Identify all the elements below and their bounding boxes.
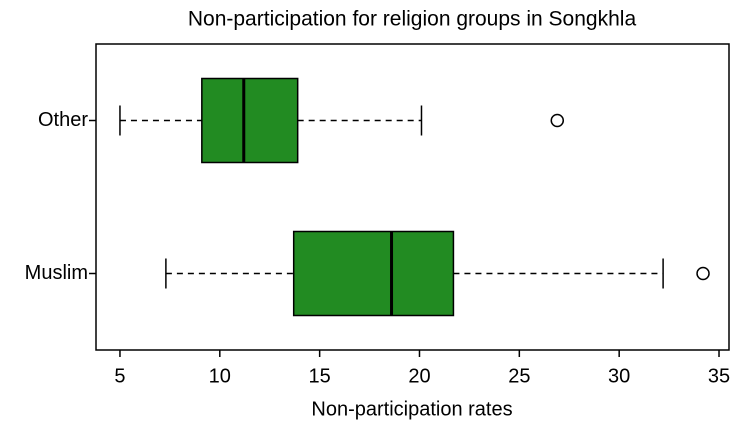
outlier bbox=[550, 113, 565, 128]
y-tick-label: Other bbox=[38, 109, 88, 131]
plot-frame bbox=[95, 43, 730, 351]
x-tick-label: 5 bbox=[114, 365, 125, 387]
x-tick-label: 20 bbox=[408, 365, 430, 387]
x-axis-label: Non-participation rates bbox=[311, 398, 512, 420]
x-tick-label: 25 bbox=[508, 365, 530, 387]
box bbox=[292, 230, 455, 317]
x-tick-label: 30 bbox=[608, 365, 630, 387]
x-tick-label: 15 bbox=[309, 365, 331, 387]
y-tick-label: Muslim bbox=[25, 262, 88, 284]
chart-title: Non-participation for religion groups in… bbox=[188, 8, 637, 31]
box bbox=[201, 77, 299, 164]
outlier bbox=[696, 266, 710, 281]
x-tick-label: 10 bbox=[209, 365, 231, 387]
x-tick-label: 35 bbox=[708, 365, 730, 387]
